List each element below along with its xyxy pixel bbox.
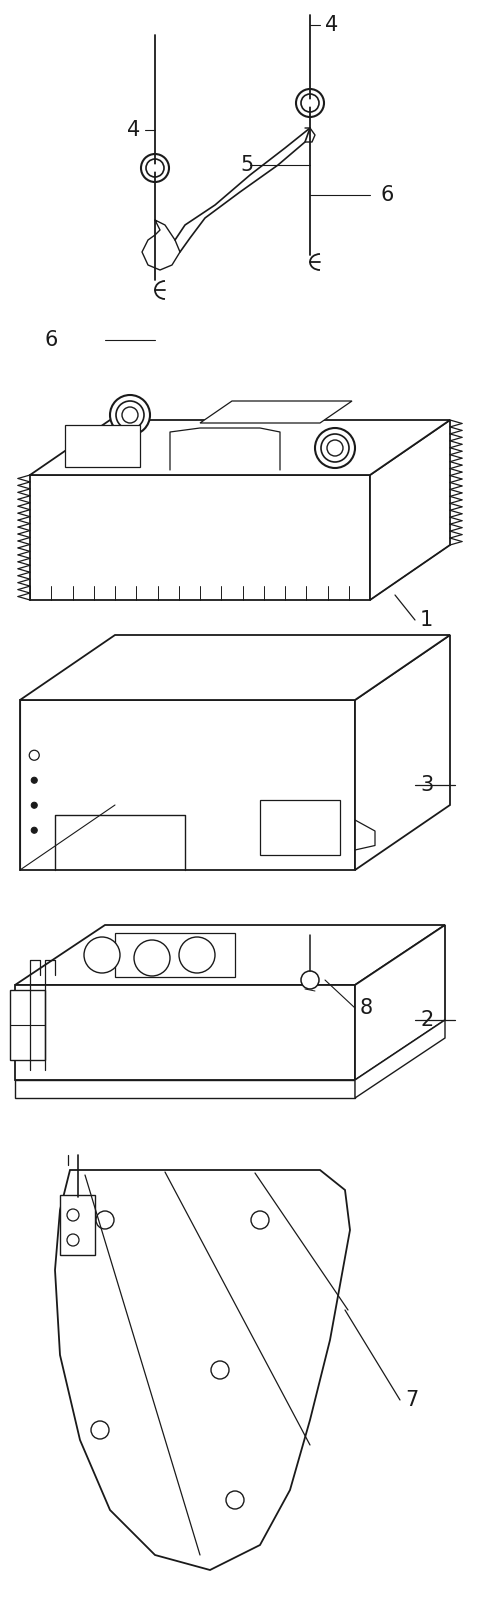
Polygon shape	[20, 634, 450, 700]
Circle shape	[251, 1211, 269, 1229]
Circle shape	[67, 1210, 79, 1221]
Circle shape	[96, 1211, 114, 1229]
Polygon shape	[30, 475, 370, 599]
Polygon shape	[200, 401, 352, 423]
Circle shape	[301, 94, 319, 112]
Text: 1: 1	[420, 610, 433, 630]
Polygon shape	[20, 700, 355, 869]
Circle shape	[116, 401, 144, 428]
Bar	[115, 933, 235, 976]
Circle shape	[296, 89, 324, 117]
Text: 4: 4	[127, 120, 140, 141]
Circle shape	[31, 828, 37, 833]
Circle shape	[110, 395, 150, 435]
Circle shape	[31, 802, 37, 809]
Circle shape	[327, 439, 343, 455]
Circle shape	[146, 158, 164, 177]
Circle shape	[211, 1361, 229, 1379]
Polygon shape	[355, 1020, 445, 1098]
Text: 2: 2	[420, 1010, 433, 1031]
Text: 5: 5	[240, 155, 253, 176]
Text: 6: 6	[380, 185, 394, 205]
Circle shape	[122, 407, 138, 423]
Polygon shape	[30, 420, 450, 475]
Circle shape	[84, 936, 120, 973]
Bar	[260, 801, 340, 855]
Circle shape	[226, 1491, 244, 1509]
Circle shape	[315, 428, 355, 468]
Polygon shape	[355, 925, 445, 1080]
Circle shape	[141, 153, 169, 182]
Circle shape	[31, 777, 37, 783]
Polygon shape	[355, 634, 450, 869]
Circle shape	[91, 1421, 109, 1440]
Polygon shape	[65, 425, 140, 467]
Polygon shape	[15, 1080, 355, 1098]
Circle shape	[29, 749, 39, 761]
Circle shape	[301, 972, 319, 989]
Polygon shape	[370, 420, 450, 599]
Circle shape	[134, 940, 170, 976]
Polygon shape	[15, 925, 445, 984]
Text: 4: 4	[325, 14, 338, 35]
Text: 7: 7	[405, 1390, 418, 1409]
Bar	[10, 991, 45, 1059]
Text: 6: 6	[45, 331, 59, 350]
Polygon shape	[15, 984, 355, 1080]
Polygon shape	[55, 1170, 350, 1569]
Circle shape	[321, 435, 349, 462]
Text: 3: 3	[420, 775, 433, 794]
Circle shape	[67, 1234, 79, 1246]
Bar	[60, 1195, 95, 1254]
Circle shape	[179, 936, 215, 973]
Text: 8: 8	[360, 999, 373, 1018]
